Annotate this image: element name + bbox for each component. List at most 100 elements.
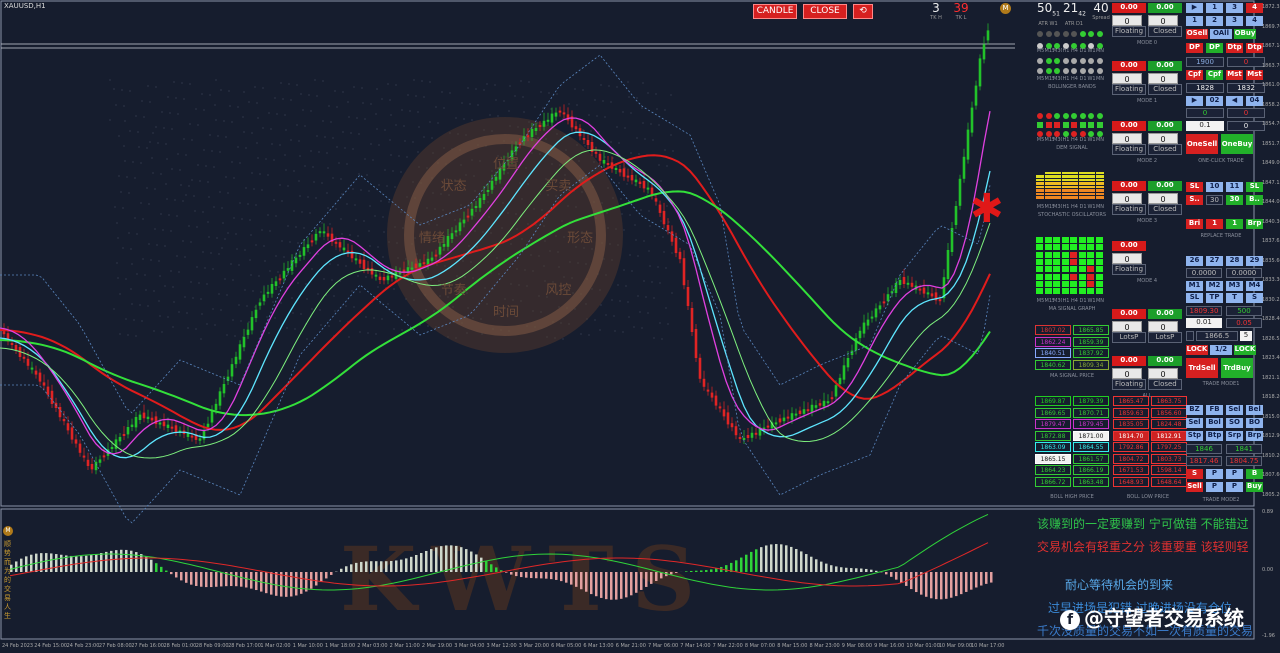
panel-button[interactable]: DP	[1186, 43, 1203, 53]
panel-button[interactable]: P	[1226, 469, 1243, 479]
panel-button[interactable]: Brp	[1246, 219, 1263, 229]
panel-button[interactable]: 3	[1226, 16, 1243, 26]
panel-button[interactable]: Dtp	[1226, 43, 1243, 53]
panel-button[interactable]: OSell	[1186, 29, 1208, 39]
panel-button[interactable]: Stp	[1186, 431, 1203, 441]
panel-value[interactable]: 1866.5	[1196, 331, 1238, 341]
panel-button[interactable]: OBuy	[1234, 29, 1256, 39]
panel-button[interactable]: M1	[1186, 281, 1203, 291]
panel-value[interactable]: 0	[1227, 121, 1265, 131]
panel-value[interactable]: 500	[1226, 306, 1262, 316]
panel-button[interactable]: 27	[1206, 256, 1223, 266]
mode-closed-button[interactable]: Closed	[1148, 26, 1182, 37]
mode-floating-button[interactable]: Floating	[1112, 264, 1146, 275]
panel-button[interactable]: P	[1206, 482, 1223, 492]
panel-button[interactable]: 30	[1226, 195, 1243, 205]
panel-value[interactable]: 0	[1227, 57, 1265, 67]
mode-floating-button[interactable]: Floating	[1112, 379, 1146, 390]
panel-button[interactable]: 1	[1206, 219, 1223, 229]
panel-button[interactable]: Btp	[1206, 431, 1223, 441]
lock-button[interactable]: 1/2	[1210, 345, 1232, 355]
panel-button[interactable]: 1	[1226, 219, 1243, 229]
panel-button[interactable]: Cpf	[1206, 70, 1223, 80]
panel-button[interactable]: P	[1226, 482, 1243, 492]
mode-floating-button[interactable]: Floating	[1112, 144, 1146, 155]
panel-button[interactable]: 1	[1206, 3, 1223, 13]
panel-value[interactable]: 0.0000	[1226, 268, 1262, 278]
candle-button[interactable]: CANDLE	[753, 4, 797, 19]
refresh-button[interactable]: ⟲	[853, 4, 873, 19]
panel-button[interactable]: OAll	[1210, 29, 1232, 39]
panel-value[interactable]: 5	[1240, 331, 1252, 341]
panel-button[interactable]: Buy	[1246, 482, 1263, 492]
panel-button[interactable]: Mst	[1226, 70, 1243, 80]
panel-button[interactable]: Bri	[1186, 219, 1203, 229]
trdsell-button[interactable]: TrdSell	[1186, 358, 1218, 378]
panel-button[interactable]: 30	[1206, 195, 1223, 205]
mode-floating-button[interactable]: Floating	[1112, 26, 1146, 37]
panel-value[interactable]: 1804.75	[1226, 456, 1262, 466]
panel-button[interactable]: 3	[1226, 3, 1243, 13]
panel-button[interactable]: 4	[1246, 3, 1263, 13]
panel-button[interactable]: B	[1246, 469, 1263, 479]
panel-value[interactable]: 0.1	[1186, 121, 1224, 131]
panel-button[interactable]: SL	[1186, 182, 1203, 192]
onebuy-button[interactable]: OneBuy	[1221, 134, 1253, 154]
panel-button[interactable]: S..	[1186, 195, 1203, 205]
panel-button[interactable]: P	[1206, 469, 1223, 479]
mode-closed-button[interactable]: Closed	[1148, 379, 1182, 390]
panel-button[interactable]: Sel	[1186, 418, 1203, 428]
mode-floating-button[interactable]: Floating	[1112, 84, 1146, 95]
panel-button[interactable]: Bol	[1206, 418, 1223, 428]
mode-closed-button[interactable]: Closed	[1148, 144, 1182, 155]
panel-button[interactable]: 4	[1246, 16, 1263, 26]
panel-value[interactable]: 1841	[1226, 444, 1262, 454]
mode-closed-button[interactable]: Closed	[1148, 204, 1182, 215]
panel-button[interactable]: Bel	[1246, 405, 1263, 415]
panel-button[interactable]: SL	[1246, 182, 1263, 192]
panel-button[interactable]: M2	[1206, 281, 1223, 291]
panel-button[interactable]: BO	[1246, 418, 1263, 428]
panel-button[interactable]: Sel	[1226, 405, 1243, 415]
onesell-button[interactable]: OneSell	[1186, 134, 1218, 154]
panel-toggle[interactable]	[1186, 331, 1194, 341]
lock-button[interactable]: LOCK	[1234, 345, 1256, 355]
panel-button[interactable]: Mst	[1246, 70, 1263, 80]
lock-button[interactable]: LOCK	[1186, 345, 1208, 355]
panel-value[interactable]: 1809.30	[1186, 306, 1222, 316]
panel-button[interactable]: FB	[1206, 405, 1223, 415]
panel-button[interactable]: Cpf	[1186, 70, 1203, 80]
panel-button[interactable]: Srp	[1226, 431, 1243, 441]
panel-button[interactable]: S	[1246, 293, 1263, 303]
panel-button[interactable]: 1	[1186, 16, 1203, 26]
panel-value[interactable]: 0.05	[1226, 318, 1262, 328]
panel-button[interactable]: 02	[1206, 96, 1223, 106]
panel-button[interactable]: TP	[1206, 293, 1223, 303]
panel-value[interactable]: 0	[1186, 108, 1224, 118]
panel-button[interactable]: S	[1186, 469, 1203, 479]
panel-button[interactable]: ▶	[1186, 96, 1203, 106]
panel-button[interactable]: M3	[1226, 281, 1243, 291]
mode-closed-button[interactable]: LotsP	[1148, 332, 1182, 343]
panel-button[interactable]: M4	[1246, 281, 1263, 291]
panel-button[interactable]: B..	[1246, 195, 1263, 205]
panel-button[interactable]: SL	[1186, 293, 1203, 303]
panel-button[interactable]: Dtp	[1246, 43, 1263, 53]
panel-value[interactable]: 0.0000	[1186, 268, 1222, 278]
panel-button[interactable]: 10	[1206, 182, 1223, 192]
panel-value[interactable]: 1846	[1186, 444, 1222, 454]
mode-floating-button[interactable]: Floating	[1112, 204, 1146, 215]
panel-button[interactable]: 11	[1226, 182, 1243, 192]
panel-value[interactable]: 1817.46	[1186, 456, 1222, 466]
panel-value[interactable]: 1900	[1186, 57, 1224, 67]
panel-button[interactable]: DP	[1206, 43, 1223, 53]
panel-button[interactable]: 04	[1246, 96, 1263, 106]
panel-button[interactable]: ◀	[1226, 96, 1243, 106]
panel-button[interactable]: 29	[1246, 256, 1263, 266]
panel-button[interactable]: SO	[1226, 418, 1243, 428]
panel-value[interactable]: 0	[1227, 108, 1265, 118]
panel-button[interactable]: 28	[1226, 256, 1243, 266]
panel-button[interactable]: BZ	[1186, 405, 1203, 415]
